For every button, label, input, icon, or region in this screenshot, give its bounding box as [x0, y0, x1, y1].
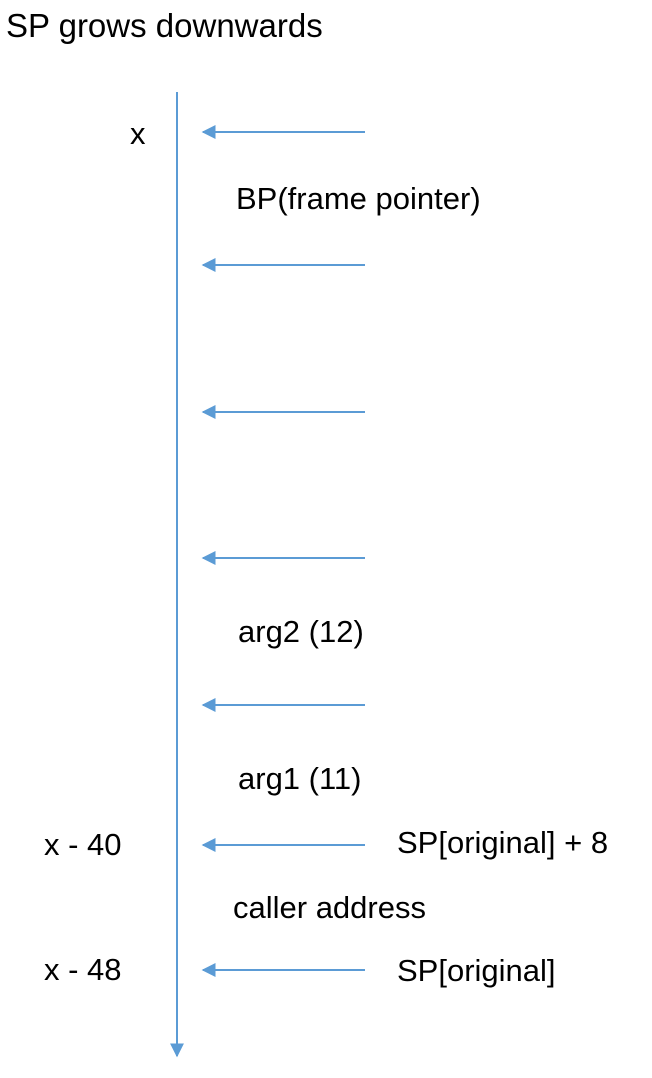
- address-label-sp: x - 48: [44, 952, 122, 987]
- slot-label-bp: BP(frame pointer): [236, 181, 481, 216]
- slot-label-arg1: arg1 (11): [238, 761, 362, 796]
- address-label-top: x: [130, 116, 146, 151]
- address-label-sp-plus-8: x - 40: [44, 827, 122, 862]
- pointer-label-sp: SP[original]: [397, 953, 556, 988]
- diagram-title: SP grows downwards: [6, 7, 323, 44]
- slot-label-caller-address: caller address: [233, 890, 426, 925]
- slot-label-arg2: arg2 (12): [238, 614, 364, 649]
- pointer-label-sp-plus-8: SP[original] + 8: [397, 825, 609, 860]
